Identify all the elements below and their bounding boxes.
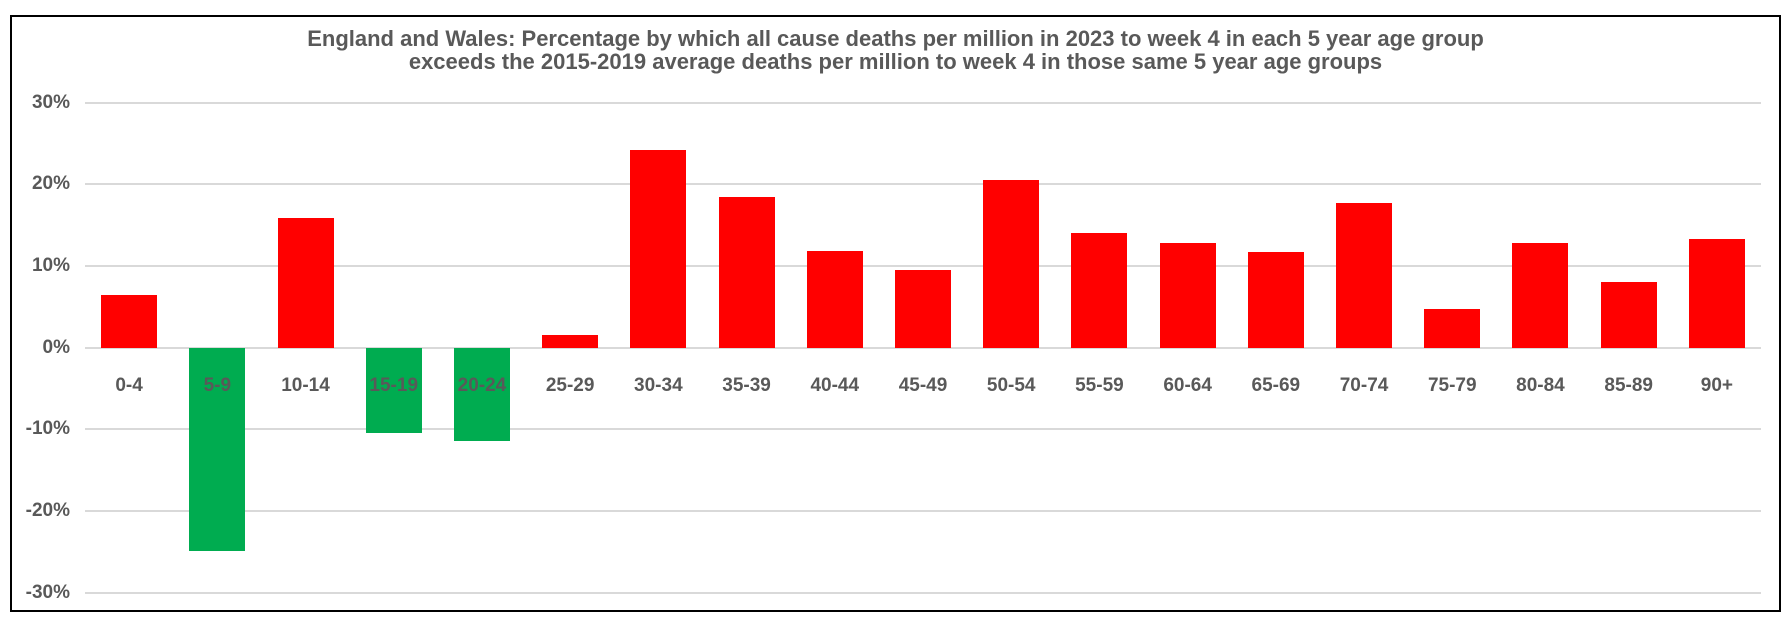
bar-35-39 (718, 196, 775, 348)
bar-30-34 (630, 150, 687, 348)
plot-area: 30% 20% 10% 0% -10% -20% -30% 0-4 5-9 10-14 15-19 2… (12, 17, 1779, 610)
x-tick-label-10-14: 10-14 (281, 375, 330, 396)
x-tick-label-85-89: 85-89 (1604, 375, 1653, 396)
bar-75-79 (1424, 309, 1481, 348)
gridline--20pct (85, 510, 1761, 513)
y-tick-label--10pct: -10% (25, 418, 70, 440)
y-tick-label-10pct: 10% (31, 255, 70, 277)
y-tick-label--20pct: -20% (25, 500, 70, 522)
bar-85-89 (1600, 282, 1657, 348)
x-tick-label-40-44: 40-44 (810, 375, 860, 396)
bar-45-49 (895, 270, 951, 348)
x-tick-label-70-74: 70-74 (1339, 375, 1389, 396)
bar-25-29 (542, 334, 599, 348)
chart-frame: England and Wales: Percentage by which a… (10, 15, 1781, 612)
y-tick-label--30pct: -30% (25, 581, 70, 603)
x-tick-label-15-19: 15-19 (369, 375, 419, 396)
bar-10-14 (277, 217, 334, 348)
x-tick-label-55-59: 55-59 (1075, 375, 1124, 396)
y-tick-label-30pct: 30% (31, 91, 70, 113)
chart-title: England and Wales: Percentage by which a… (12, 27, 1779, 73)
x-tick-label-30-34: 30-34 (634, 375, 683, 396)
gridline-20pct (85, 183, 1761, 186)
bar-5-9 (189, 347, 246, 552)
chart-title-line-1: England and Wales: Percentage by which a… (307, 26, 1484, 51)
x-tick-label-75-79: 75-79 (1427, 375, 1477, 396)
x-tick-label-50-54: 50-54 (986, 375, 1036, 396)
bar-55-59 (1071, 232, 1128, 348)
bar-20-24 (453, 347, 510, 441)
bar-80-84 (1512, 243, 1569, 348)
x-tick-label-65-69: 65-69 (1251, 375, 1301, 396)
bar-15-19 (365, 347, 422, 434)
x-tick-label-5-9: 5-9 (203, 375, 232, 396)
x-tick-label-80-84: 80-84 (1516, 375, 1565, 396)
gridline-10pct (85, 265, 1761, 268)
y-tick-label-0pct: 0% (42, 336, 70, 358)
chart-title-line-2: exceeds the 2015-2019 average deaths per… (408, 49, 1383, 74)
x-tick-label-90plus: 90+ (1700, 375, 1733, 396)
gridline-0pct (85, 346, 1761, 349)
bar-50-54 (983, 180, 1040, 348)
bar-40-44 (806, 250, 863, 348)
x-tick-label-35-39: 35-39 (722, 375, 771, 396)
bar-90plus (1688, 239, 1745, 348)
bar-65-69 (1247, 252, 1304, 348)
gridline--10pct (85, 428, 1761, 431)
x-tick-label-0-4: 0-4 (115, 375, 143, 396)
bar-70-74 (1336, 203, 1393, 348)
x-tick-label-25-29: 25-29 (545, 375, 595, 396)
x-tick-label-60-64: 60-64 (1163, 375, 1212, 396)
bar-0-4 (101, 295, 158, 348)
gridline--30pct (85, 591, 1761, 594)
gridline-30pct (85, 101, 1761, 104)
x-tick-label-45-49: 45-49 (898, 375, 948, 396)
y-tick-label-20pct: 20% (31, 173, 70, 195)
x-tick-label-20-24: 20-24 (457, 375, 507, 396)
bar-60-64 (1159, 243, 1216, 348)
